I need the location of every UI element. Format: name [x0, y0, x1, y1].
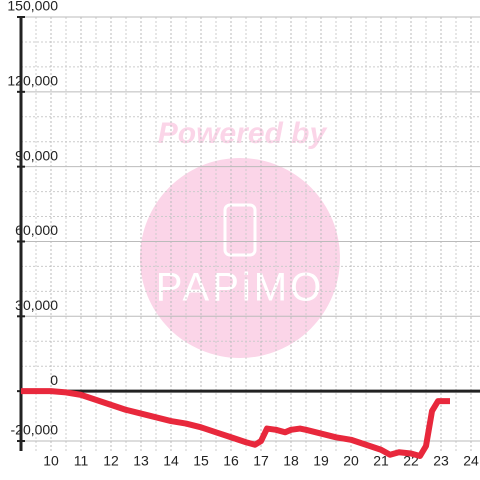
watermark-circle — [140, 158, 340, 358]
x-tick-label: 24 — [463, 453, 479, 469]
x-tick-label: 10 — [43, 453, 59, 469]
x-tick-label: 13 — [133, 453, 149, 469]
y-tick-label: 0 — [50, 372, 58, 388]
x-tick-label: 18 — [283, 453, 299, 469]
grid — [21, 17, 480, 451]
x-tick-label: 17 — [253, 453, 269, 469]
watermark-icon — [223, 203, 257, 257]
y-tick-label: 90,000 — [15, 147, 58, 163]
watermark-logo: PAPiMO — [156, 266, 324, 310]
x-tick-label: 23 — [433, 453, 449, 469]
x-tick-label: 19 — [313, 453, 329, 469]
x-tick-label: 20 — [343, 453, 359, 469]
watermark: Powered by PAPiMO — [140, 117, 340, 358]
y-tick-label: 120,000 — [7, 73, 58, 89]
y-tick-label: 150,000 — [7, 0, 58, 14]
x-tick-label: 15 — [193, 453, 209, 469]
y-tick-label: 60,000 — [15, 222, 58, 238]
x-tick-label: 21 — [373, 453, 389, 469]
x-tick-label: 12 — [103, 453, 119, 469]
line-series — [21, 388, 450, 459]
watermark-text: Powered by — [158, 117, 328, 150]
y-tick-label: 30,000 — [15, 297, 58, 313]
x-tick-label: 14 — [163, 453, 179, 469]
y-tick-label: -20,000 — [11, 422, 59, 438]
x-tick-label: 11 — [74, 453, 89, 469]
x-tick-label: 16 — [223, 453, 239, 469]
